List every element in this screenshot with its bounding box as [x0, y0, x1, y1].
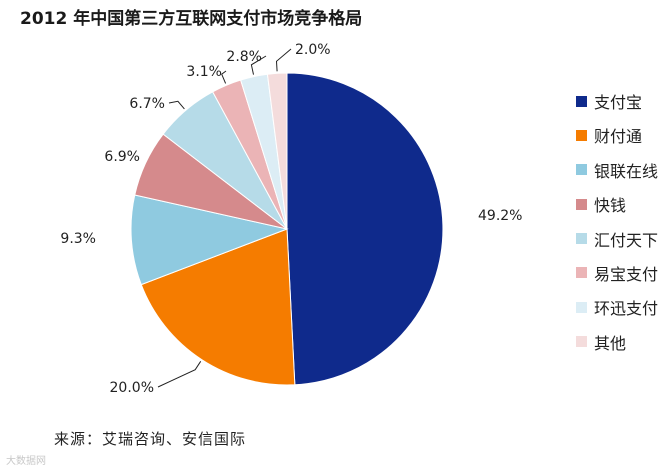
leader-line-2	[157, 361, 202, 388]
slice-value-label-1: 49.2%	[478, 208, 522, 224]
slice-value-label-6: 3.1%	[186, 64, 222, 80]
legend-item-3: 银联在线	[576, 160, 659, 181]
legend-label: 环迅支付	[594, 299, 659, 319]
legend-label: 汇付天下	[594, 230, 659, 250]
legend-item-1: 支付宝	[576, 91, 658, 112]
pie-slice-8	[266, 72, 288, 230]
legend-item-4: 快钱	[576, 194, 658, 216]
chart-title: 2012 年中国第三方互联网支付市场竞争格局	[20, 9, 363, 29]
source-note: 来源：艾瑞咨询、安信国际	[54, 430, 247, 448]
legend-swatch	[576, 336, 587, 348]
legend-label: 其他	[594, 333, 627, 353]
pie-slice-3	[130, 194, 289, 286]
legend-swatch	[576, 233, 587, 245]
legend-item-6: 易宝支付	[576, 263, 659, 284]
slice-labels: 49.2% 20.0% 9.3% 6.9% 6.7% 3.1%2.8% 2.0%	[60, 42, 522, 396]
legend-item-7: 环迅支付	[576, 297, 659, 319]
legend-item-2: 财付通	[576, 125, 658, 147]
slice-value-label-2: 20.0%	[110, 380, 154, 396]
slice-value-label-5: 6.7%	[129, 96, 165, 112]
slice-value-label-3: 9.3%	[60, 231, 96, 247]
leader-line-6	[221, 70, 227, 84]
leader-line-5	[168, 100, 185, 110]
label-leader-lines	[157, 48, 292, 388]
pie-slice-2	[140, 228, 296, 386]
legend-swatch	[576, 129, 587, 141]
legend-swatch	[576, 164, 587, 176]
leader-line-8	[275, 48, 292, 72]
slice-value-label-7: 2.8%	[226, 49, 262, 65]
legend-label: 财付通	[594, 127, 643, 147]
legend-item-5: 汇付天下	[576, 229, 659, 250]
legend-label: 银联在线	[594, 161, 659, 181]
legend-swatch	[576, 301, 587, 313]
leader-line-7	[250, 55, 267, 75]
legend-swatch	[576, 198, 587, 210]
watermark-text: 大数据网	[6, 456, 46, 467]
legend-item-8: 其他	[576, 332, 658, 353]
slice-value-label-8: 2.0%	[295, 42, 331, 58]
legend-label: 易宝支付	[594, 264, 659, 284]
legend-label: 快钱	[594, 196, 627, 216]
legend-swatch	[576, 267, 587, 279]
legend-swatch	[576, 95, 587, 107]
legend: 支付宝财付通银联在线快钱汇付天下易宝支付环迅支付其他	[576, 91, 658, 366]
pie-slice-1	[286, 72, 444, 386]
slice-value-label-4: 6.9%	[104, 149, 140, 165]
legend-label: 支付宝	[594, 93, 643, 112]
pie-slices	[130, 72, 444, 386]
